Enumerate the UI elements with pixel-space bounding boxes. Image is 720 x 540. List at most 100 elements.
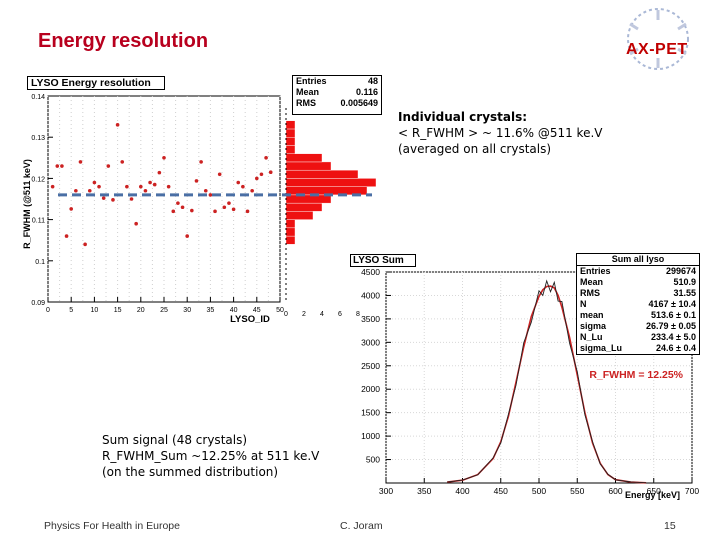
scatter-xtick-label: 15 <box>114 307 122 314</box>
hist-bar <box>285 161 332 171</box>
scatter-plot-panel: 0.09 0.1 0.11 0.12 0.13 0.14 0 5 10 15 20 25 30 35 40… <box>22 72 284 325</box>
scatter-point <box>227 201 231 205</box>
stats-sum-row: Entries 299674 <box>577 266 699 277</box>
stats-sum-label: Entries <box>580 266 611 276</box>
sum-xtick-label: 600 <box>608 486 622 496</box>
stats-sum-row: RMS 31.55 <box>577 288 699 299</box>
scatter-point <box>87 188 92 193</box>
sum-ytick-label: 4500 <box>361 267 380 277</box>
footer-center: C. Joram <box>340 520 383 532</box>
scatter-point <box>55 164 60 168</box>
scatter-xtick-label: 30 <box>183 307 191 314</box>
stats-individual-value: 0.116 <box>355 87 378 97</box>
sum-ytick-label: 500 <box>366 455 380 465</box>
scatter-point <box>120 160 125 164</box>
scatter-point <box>125 184 129 189</box>
stats-sum-label: N_Lu <box>580 332 603 342</box>
sum-spectrum-panel: 500 1000 1500 2000 2500 3000 3500 4000 4500 300 3… <box>342 252 700 504</box>
scatter-xlabel: LYSO_ID <box>230 314 270 324</box>
hist-bar <box>285 178 377 187</box>
scatter-point <box>115 123 120 127</box>
stats-sum-row: sigma_Lu 24.6 ± 0.4 <box>577 343 699 354</box>
scatter-point <box>166 184 171 189</box>
stats-sum-value: 233.4 ± 5.0 <box>651 332 696 342</box>
scatter-point <box>180 205 185 210</box>
sum-ytick-label: 4000 <box>361 290 380 300</box>
stats-individual-label: Mean <box>296 87 320 97</box>
scatter-point <box>64 234 69 238</box>
stats-sum-value: 299674 <box>665 266 696 276</box>
scatter-point <box>69 207 73 211</box>
hist-xtick-label: 0 <box>284 311 288 318</box>
footer-left: Physics For Health in Europe <box>44 520 180 532</box>
scatter-point <box>171 209 176 214</box>
scatter-xtick-label: 50 <box>276 307 284 314</box>
scatter-xtick-label: 10 <box>91 307 99 314</box>
stats-individual-value: 0.005649 <box>340 98 378 108</box>
hist-bar <box>285 120 296 130</box>
scatter-point <box>190 208 194 213</box>
sum-xtick-label: 500 <box>532 486 546 496</box>
note-sum: Sum signal (48 crystals) R_FWHM_Sum ~12.… <box>102 432 362 480</box>
hist-bar <box>285 128 296 138</box>
stats-sum-row: Mean 510.9 <box>577 277 699 288</box>
hist-xtick-label: 8 <box>356 311 360 318</box>
sum-ytick-label: 1500 <box>361 408 380 418</box>
note-sum-value: R_FWHM_Sum ~12.25% at 511 ke.V <box>102 449 320 463</box>
scatter-point <box>250 188 254 193</box>
scatter-point <box>129 197 134 201</box>
scatter-point <box>222 205 227 210</box>
scatter-point <box>139 184 143 189</box>
hist-bar <box>285 219 296 229</box>
hist-bar <box>285 153 323 163</box>
sum-ytick-label: 2500 <box>361 361 380 371</box>
hist-bar <box>285 186 368 196</box>
hist-bar <box>285 235 296 245</box>
note-individual-value: < R_FWHM > ~ 11.6% @511 ke.V <box>398 126 603 140</box>
scatter-xtick-label: 40 <box>230 307 238 314</box>
slide-title: Energy resolution <box>38 30 209 52</box>
scatter-point <box>245 209 250 214</box>
ax-pet-logo: AX-PET <box>606 6 710 72</box>
scatter-point <box>241 184 245 189</box>
sum-xlabel: Energy [keV] <box>625 490 680 500</box>
stats-sum-value: 4167 ± 10.4 <box>648 299 696 309</box>
scatter-xtick-label: 35 <box>207 307 215 314</box>
stats-individual-row: Mean 0.116 <box>293 87 381 98</box>
scatter-point <box>185 234 189 238</box>
sum-xtick-label: 450 <box>494 486 508 496</box>
scatter-point <box>97 184 101 189</box>
note-individual-desc: (averaged on all crystals) <box>398 142 552 156</box>
scatter-frame <box>47 95 281 303</box>
sum-xtick-label: 650 <box>647 486 661 496</box>
scatter-point <box>259 172 264 177</box>
scatter-xtick-label: 25 <box>160 307 168 314</box>
stats-sum-row: N_Lu 233.4 ± 5.0 <box>577 332 699 343</box>
scatter-point <box>78 160 83 164</box>
page-number: 15 <box>664 520 676 532</box>
scatter-ytick-label: 0.11 <box>32 218 45 225</box>
scatter-point <box>176 201 180 205</box>
stats-sum-value: 26.79 ± 0.05 <box>646 321 696 331</box>
hist-bar <box>285 202 323 212</box>
scatter-point <box>203 188 208 193</box>
scatter-ytick-label: 0.09 <box>31 300 45 307</box>
scatter-point <box>92 180 97 185</box>
sum-xtick-label: 700 <box>685 486 699 496</box>
stats-individual-label: RMS <box>296 98 316 108</box>
scatter-xtick-label: 5 <box>69 307 73 314</box>
scatter-point <box>199 160 203 164</box>
scatter-ylabel: R_FWHM (@511 keV) <box>22 159 32 249</box>
stats-sum-value: 24.6 ± 0.4 <box>656 343 696 353</box>
scatter-xtick-label: 0 <box>46 307 50 314</box>
hist-bar <box>285 211 314 220</box>
stats-individual-row: Entries 48 <box>293 76 381 87</box>
sum-ytick-label: 3000 <box>361 337 380 347</box>
stats-sum-label: sigma <box>580 321 607 331</box>
sum-ytick-label: 2000 <box>361 384 380 394</box>
scatter-xtick-label: 20 <box>137 307 145 314</box>
hist-bar <box>285 145 296 154</box>
scatter-point <box>106 164 111 168</box>
scatter-point <box>213 209 217 214</box>
stats-individual-label: Entries <box>296 76 327 86</box>
